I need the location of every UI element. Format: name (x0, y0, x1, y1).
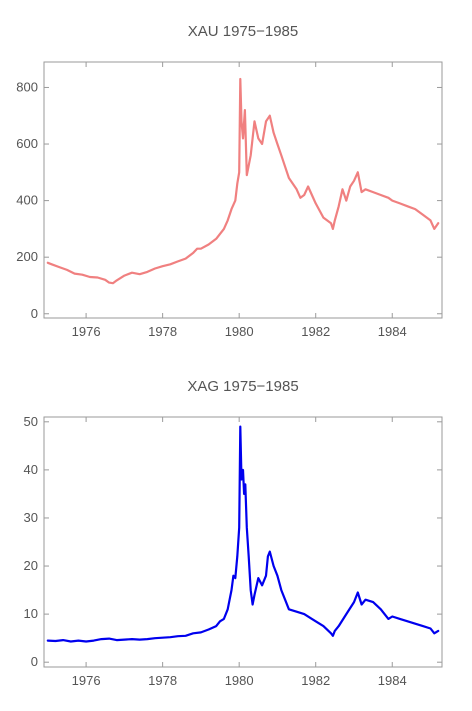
xau-y-tick-label: 200 (16, 249, 38, 264)
xag-chart: XAG 1975−1985 1976 1978 1980 1982 1984 0 10 20 3… (24, 378, 443, 688)
xag-y-tick-label: 40 (24, 462, 38, 477)
xau-y-tick-label: 0 (31, 306, 38, 321)
xau-y-tick-label: 400 (16, 193, 38, 208)
xau-x-tick-label: 1978 (148, 324, 177, 339)
xag-x-tick-label: 1980 (225, 673, 254, 688)
xau-x-tick-label: 1976 (72, 324, 101, 339)
xau-chart-title: XAU 1975−1985 (188, 23, 299, 40)
xag-y-tick-label: 30 (24, 510, 38, 525)
xag-x-tick-label: 1978 (148, 673, 177, 688)
xag-x-tick-label: 1976 (72, 673, 101, 688)
xag-x-tick-label: 1984 (378, 673, 407, 688)
xau-plot-frame (43, 61, 443, 319)
xag-y-tick-label: 20 (24, 558, 38, 573)
xag-y-tick-label: 10 (24, 606, 38, 621)
xag-y-tick-label: 50 (24, 414, 38, 429)
xau-y-tick-label: 600 (16, 136, 38, 151)
xau-chart: XAU 1975−1985 1976 1978 1980 1982 1984 0 200 40… (16, 23, 443, 339)
xag-series-line (46, 425, 440, 643)
xau-x-tick-label: 1984 (378, 324, 407, 339)
xag-x-tick-label: 1982 (301, 673, 330, 688)
xau-x-tick-label: 1980 (225, 324, 254, 339)
xau-y-tick-label: 800 (16, 79, 38, 94)
xag-y-tick-label: 0 (31, 654, 38, 669)
xau-x-tick-label: 1982 (301, 324, 330, 339)
xag-plot-frame (43, 416, 443, 668)
xau-series-line (46, 77, 440, 285)
xag-chart-title: XAG 1975−1985 (187, 378, 298, 395)
